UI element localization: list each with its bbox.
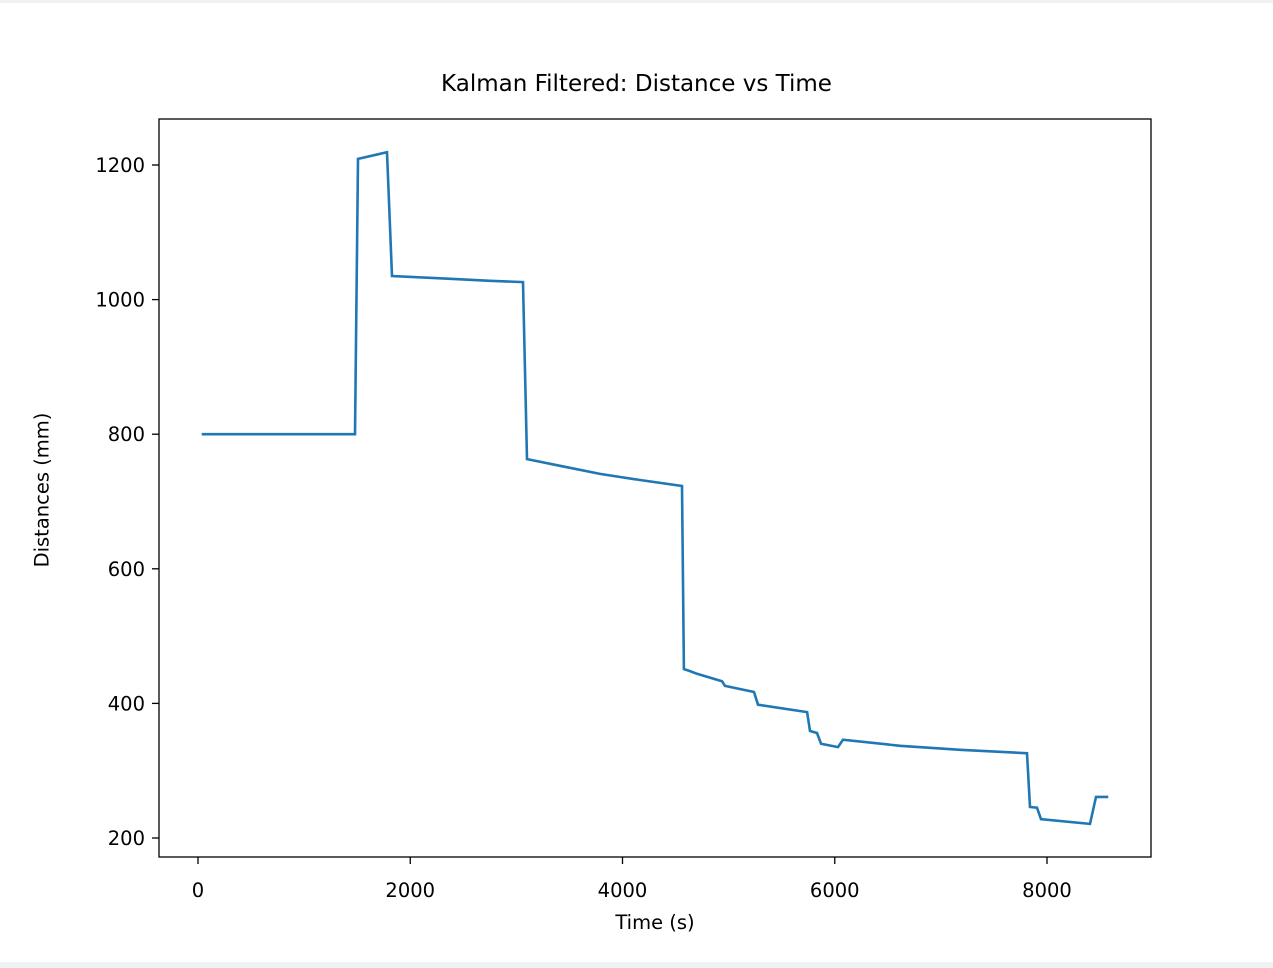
y-axis-label: Distances (mm) [30, 412, 54, 568]
y-tick-label: 800 [108, 423, 145, 446]
y-tick-label: 1000 [95, 289, 145, 312]
y-tick-label: 1200 [95, 154, 145, 177]
plot-area-frame [158, 118, 1152, 858]
chart-title: Kalman Filtered: Distance vs Time [441, 71, 832, 97]
x-tick-label: 0 [192, 879, 204, 902]
y-axis-ticks: 200 400 600 800 1000 1200 [95, 154, 159, 850]
bottom-border-strip [0, 962, 1273, 968]
x-tick-label: 6000 [810, 879, 860, 902]
x-axis-ticks: 0 2000 4000 6000 8000 [192, 857, 1072, 902]
x-tick-label: 8000 [1022, 879, 1072, 902]
y-tick-label: 200 [108, 827, 145, 850]
x-tick-label: 2000 [385, 879, 435, 902]
distance-series-line [201, 150, 1109, 826]
x-axis-label: Time (s) [615, 911, 695, 934]
x-tick-label: 4000 [598, 879, 648, 902]
y-tick-label: 600 [108, 558, 145, 581]
y-tick-label: 400 [108, 692, 145, 715]
top-border-strip [0, 0, 1273, 3]
